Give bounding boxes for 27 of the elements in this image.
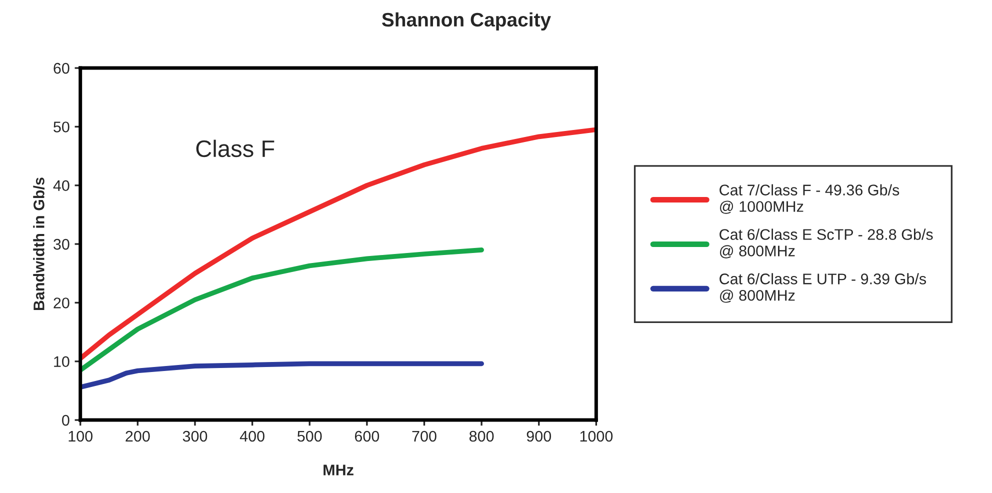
- x-tick-label: 200: [126, 430, 150, 442]
- x-tick-label: 800: [469, 430, 494, 442]
- y-tick-label: 0: [62, 414, 70, 426]
- legend-label: Cat 6/Class E ScTP - 28.8 Gb/s @ 800MHz: [720, 228, 933, 258]
- y-tick-label: 50: [54, 122, 70, 132]
- x-axis-title: MHz: [324, 464, 354, 476]
- chart-title: Shannon Capacity: [382, 12, 551, 30]
- line-series: [80, 247, 484, 373]
- x-tick-label: 500: [297, 430, 322, 442]
- x-tick-label: 700: [412, 430, 436, 442]
- legend-label: Cat 6/Class E UTP - 9.39 Gb/s @ 800MHz: [720, 273, 926, 303]
- x-tick-label: 900: [526, 430, 552, 442]
- y-tick-label: 10: [54, 356, 70, 368]
- annotation: Class F: [196, 140, 274, 158]
- legend-label: Cat 7/Class F - 49.36 Gb/s @ 1000MHz: [720, 184, 900, 214]
- x-tick-label: 400: [240, 430, 264, 442]
- x-tick-label: 600: [354, 430, 380, 442]
- x-tick-label: 300: [182, 430, 208, 442]
- y-axis-title: Bandwidth in Gb/s: [33, 178, 45, 310]
- y-tick-label: 40: [53, 180, 70, 192]
- x-tick-label: 1000: [580, 430, 613, 442]
- y-tick-label: 20: [54, 298, 70, 308]
- x-tick-label: 100: [68, 430, 92, 442]
- y-tick-label: 30: [54, 238, 70, 250]
- y-tick-label: 60: [54, 62, 70, 74]
- line-series: [80, 361, 484, 390]
- line-series: [80, 127, 596, 361]
